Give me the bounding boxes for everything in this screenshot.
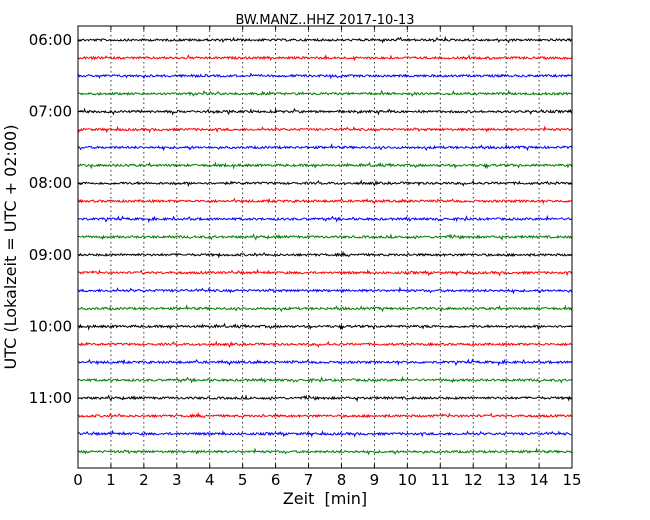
trace-0900 [77,250,573,259]
y-tick-label: 09:00 [29,246,72,264]
trace-0800 [77,179,573,188]
trace-0745 [77,161,573,170]
trace-1000 [77,322,573,331]
y-axis-tick-labels: 06:00 07:00 08:00 09:00 10:00 11:00 [29,31,72,407]
x-axis-ticks [77,26,573,468]
x-tick-label: 0 [73,471,83,489]
trace-0845 [77,233,573,242]
plot-border [77,25,573,469]
x-tick-label: 12 [464,471,483,489]
trace-0815 [77,197,573,205]
trace-1145 [77,447,573,456]
seismic-traces [77,35,573,456]
plot-area [77,25,573,469]
x-tick-label: 5 [238,471,248,489]
trace-0600 [77,35,573,44]
trace-0730 [77,143,573,152]
x-tick-label: 7 [304,471,314,489]
x-axis-label: Zeit [min] [283,489,367,508]
x-tick-label: 9 [370,471,380,489]
trace-0945 [77,304,573,313]
x-tick-label: 6 [271,471,281,489]
trace-0615 [77,53,573,62]
x-tick-label: 14 [530,471,549,489]
y-axis-label: UTC (Lokalzeit = UTC + 02:00) [1,125,20,370]
trace-1030 [77,358,573,367]
y-tick-label: 07:00 [29,103,72,121]
trace-0715 [77,125,573,134]
chart-title: BW.MANZ..HHZ 2017-10-13 [235,13,414,28]
x-tick-label: 10 [398,471,417,489]
trace-1100 [77,394,573,403]
y-tick-label: 06:00 [29,31,72,49]
x-tick-label: 8 [337,471,347,489]
trace-1045 [77,375,573,384]
x-tick-label: 2 [139,471,149,489]
y-tick-label: 10:00 [29,317,72,335]
x-tick-label: 11 [431,471,450,489]
trace-1115 [77,411,573,419]
x-tick-label: 15 [562,471,581,489]
trace-0630 [77,72,573,80]
trace-0700 [77,107,573,116]
trace-0645 [77,89,573,97]
x-tick-label: 3 [172,471,182,489]
trace-1015 [77,340,573,348]
y-tick-label: 11:00 [29,389,72,407]
x-tick-label: 1 [106,471,116,489]
trace-1130 [77,429,573,438]
x-tick-label: 13 [497,471,516,489]
y-axis-ticks [78,39,572,399]
plot-frame [78,26,572,468]
trace-0930 [77,286,573,295]
x-axis-tick-labels: 0 1 2 3 4 5 6 7 8 9 10 11 12 13 14 15 [73,471,581,489]
x-tick-label: 4 [205,471,215,489]
y-tick-label: 08:00 [29,174,72,192]
trace-0915 [77,268,573,277]
grid-lines [110,26,540,468]
trace-0830 [77,214,573,224]
